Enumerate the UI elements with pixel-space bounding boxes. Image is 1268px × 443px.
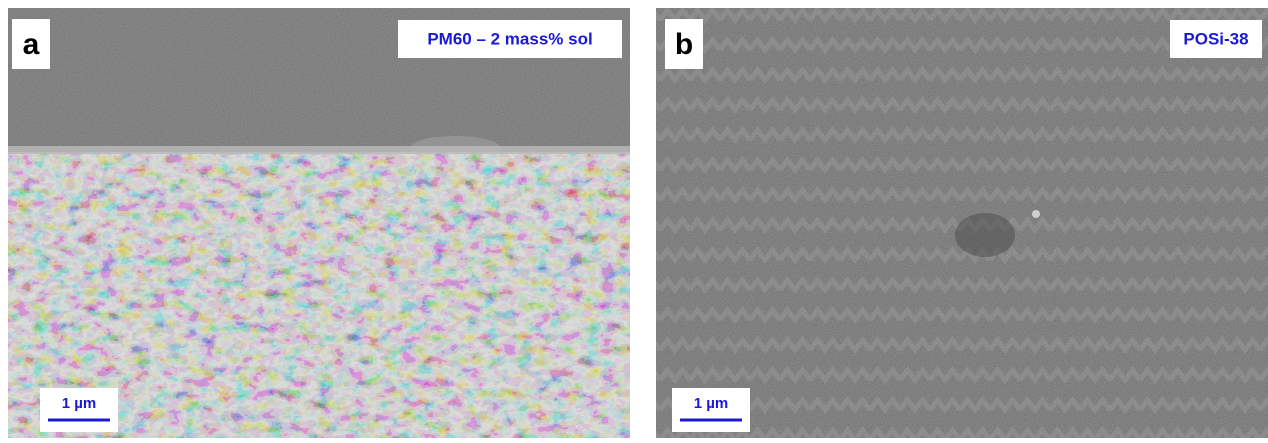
caption: PM60 – 2 mass% sol — [427, 29, 592, 48]
panel-label: a — [23, 28, 40, 61]
figure: a PM60 – 2 mass% sol 1 µm b POSi-38 1 µm — [0, 0, 1268, 438]
particle — [1032, 210, 1040, 218]
dark-spot — [955, 213, 1015, 257]
scale-bar-label: 1 µm — [62, 395, 97, 412]
scale-bar-label: 1 µm — [694, 395, 729, 412]
surface-edge — [8, 146, 630, 154]
panel-label: b — [675, 28, 693, 61]
caption: POSi-38 — [1183, 29, 1248, 48]
panel-b: b POSi-38 1 µm — [656, 8, 1268, 438]
panel-a: a PM60 – 2 mass% sol 1 µm — [8, 8, 630, 438]
